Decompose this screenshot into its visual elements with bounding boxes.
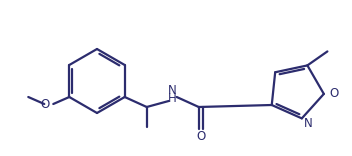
Text: O: O xyxy=(196,131,205,144)
Text: O: O xyxy=(330,87,339,100)
Text: O: O xyxy=(40,98,49,110)
Text: N: N xyxy=(168,85,177,98)
Text: N: N xyxy=(304,117,313,130)
Text: H: H xyxy=(168,93,177,105)
